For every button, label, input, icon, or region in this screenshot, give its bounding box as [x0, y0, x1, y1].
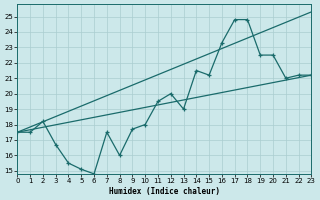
X-axis label: Humidex (Indice chaleur): Humidex (Indice chaleur)	[109, 187, 220, 196]
